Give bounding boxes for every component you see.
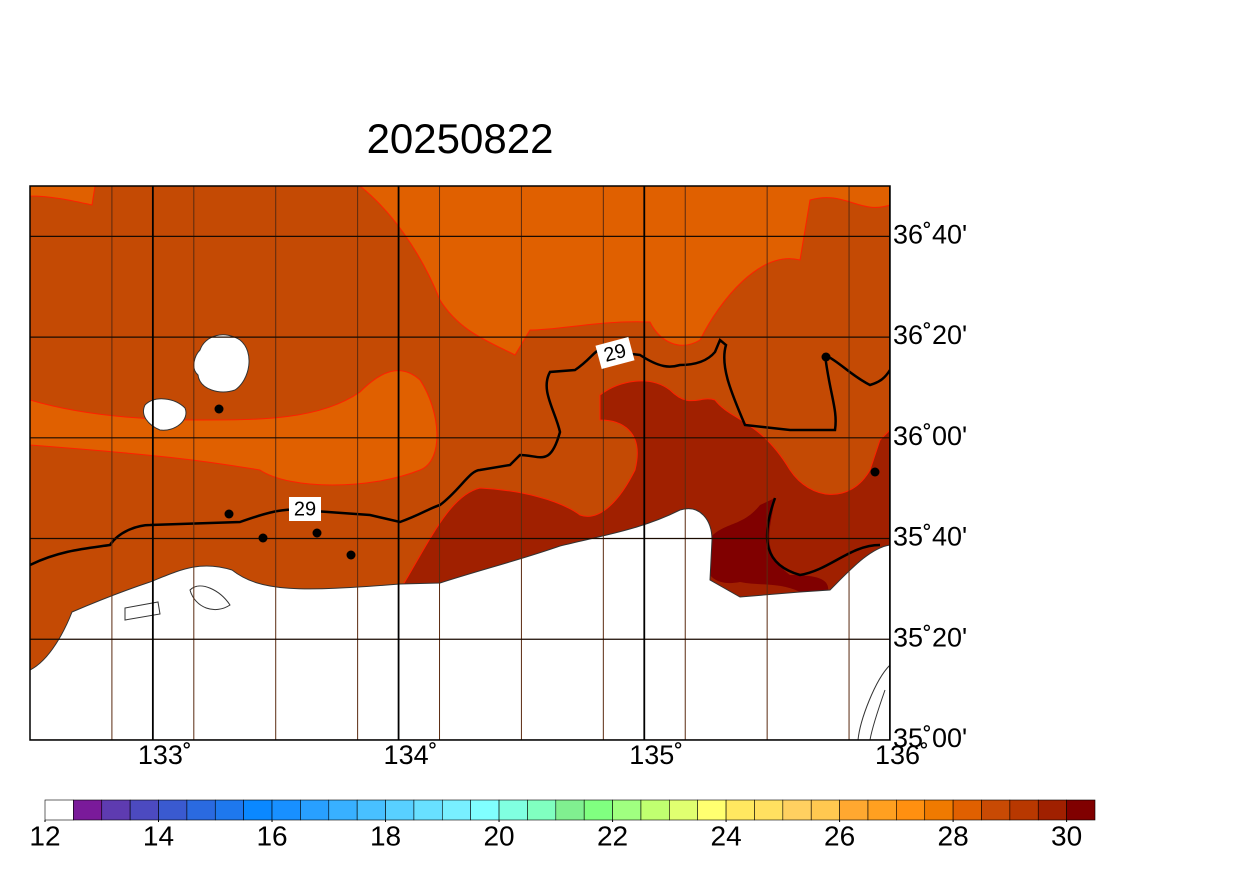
land [30, 508, 890, 740]
contour-label-box [595, 337, 635, 369]
lon-tick-label: 133˚ [138, 740, 192, 770]
station [346, 550, 356, 560]
lon-tick-label: 135˚ [629, 740, 683, 770]
sst-27-region [30, 370, 438, 486]
colorbar-box [186, 799, 216, 821]
graticule [30, 186, 890, 740]
colorbar-box [441, 799, 471, 821]
map-field: 29 29 [30, 186, 890, 740]
colorbar-tick-label: 30 [1051, 820, 1082, 851]
colorbar-box [498, 799, 528, 821]
colorbar-box [470, 799, 500, 821]
colorbar-box [158, 799, 188, 821]
colorbar-box [1066, 799, 1096, 821]
lat-tick-label: 35˚00' [893, 723, 967, 753]
colorbar-box [782, 799, 812, 821]
colorbar-tick-label: 14 [143, 820, 174, 851]
sst-27-region [30, 186, 96, 206]
colorbar-box [583, 799, 613, 821]
contour-29 [30, 337, 890, 567]
colorbar-tick-label: 28 [938, 820, 969, 851]
map-title: 20250822 [367, 115, 554, 162]
colorbar-box [810, 799, 840, 821]
colorbar-box [73, 799, 103, 821]
stations [214, 352, 880, 560]
contour-label: 29 [294, 498, 316, 520]
colorbar-box [243, 799, 273, 821]
sst-30-region [704, 498, 829, 592]
colorbar-tick-label: 20 [483, 820, 514, 851]
lon-tick-label: 136˚ [875, 740, 929, 770]
contour-label-box [289, 497, 321, 521]
colorbar-box [839, 799, 869, 821]
coast [124, 585, 890, 740]
colorbar-box [527, 799, 557, 821]
colorbar-box [300, 799, 330, 821]
colorbar-box [640, 799, 670, 821]
colorbar-box [385, 799, 415, 821]
station [312, 528, 322, 538]
station [214, 404, 224, 414]
colorbar-box [356, 799, 386, 821]
colorbar-box [44, 799, 74, 821]
station [870, 467, 880, 477]
colorbar-box [725, 799, 755, 821]
lon-tick-label: 134˚ [384, 740, 438, 770]
lat-tick-label: 35˚40' [893, 522, 967, 552]
colorbar-box [669, 799, 699, 821]
colorbar-box [101, 799, 131, 821]
colorbar-box [754, 799, 784, 821]
colorbar-tick-label: 18 [370, 820, 401, 851]
island [143, 398, 187, 431]
colorbar-box [952, 799, 982, 821]
colorbar-box [555, 799, 585, 821]
colorbar-box [328, 799, 358, 821]
colorbar-box [612, 799, 642, 821]
colorbar-tick-label: 22 [597, 820, 628, 851]
colorbar-box [129, 799, 159, 821]
colorbar-box [867, 799, 897, 821]
colorbar-tick-label: 24 [711, 820, 742, 851]
station [224, 509, 234, 519]
colorbar-tick-label: 26 [824, 820, 855, 851]
station [821, 352, 831, 362]
colorbar-box [1009, 799, 1039, 821]
lat-tick-label: 36˚20' [893, 320, 967, 350]
colorbar: 12 14 16 18 20 22 24 26 28 30 [29, 799, 1096, 851]
lat-tick-label: 35˚20' [893, 622, 967, 652]
map-frame [29, 185, 891, 741]
station [258, 533, 268, 543]
lat-tick-label: 36˚00' [893, 421, 967, 451]
colorbar-box [1037, 799, 1067, 821]
colorbar-box [924, 799, 954, 821]
colorbar-box [413, 799, 443, 821]
colorbar-box [697, 799, 727, 821]
colorbar-box [896, 799, 926, 821]
colorbar-tick-label: 12 [29, 820, 60, 851]
colorbar-box [981, 799, 1011, 821]
contour-label-group: 29 [595, 337, 635, 369]
colorbar-box [214, 799, 244, 821]
colorbar-tick-label: 16 [256, 820, 287, 851]
lat-tick-label: 36˚40' [893, 219, 967, 249]
colorbar-box [271, 799, 301, 821]
